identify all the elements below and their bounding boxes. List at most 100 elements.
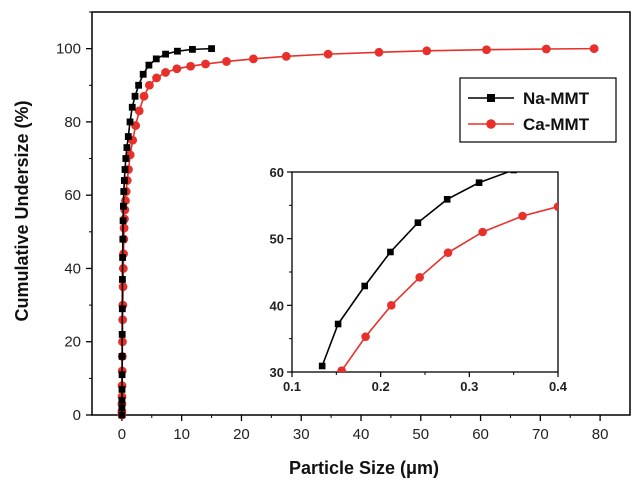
na-mmt-point <box>119 276 126 283</box>
inset-x-tick-label: 0.4 <box>549 379 568 394</box>
na-mmt-point <box>208 45 215 53</box>
na-mmt-point <box>139 70 147 78</box>
na-mmt-point <box>118 371 126 379</box>
inset-plot-group <box>318 172 558 372</box>
ca-mmt-point <box>152 73 161 83</box>
inset-x-tick-label: 0.1 <box>283 379 301 394</box>
na-mmt-point <box>120 177 128 184</box>
x-tick-label: 80 <box>592 426 609 443</box>
na-mmt-point <box>124 133 132 140</box>
ca-mmt-point <box>422 46 432 56</box>
y-tick-label: 60 <box>64 187 81 204</box>
legend-marker <box>487 94 495 102</box>
legend-label: Na-MMT <box>523 89 590 108</box>
inset-ca-mmt-point <box>415 273 424 282</box>
x-tick-label: 50 <box>412 426 429 443</box>
na-mmt-point <box>162 50 169 58</box>
inset-y-tick-label: 30 <box>270 365 284 380</box>
inset-ca-mmt-point <box>478 227 487 237</box>
inset-na-mmt-line <box>321 172 511 367</box>
ca-mmt-point <box>249 54 258 64</box>
inset-ca-mmt-point <box>387 301 396 310</box>
ca-mmt-point <box>222 57 231 66</box>
inset-na-mmt-point <box>387 248 394 256</box>
ca-mmt-point <box>482 45 491 55</box>
ca-mmt-point <box>201 59 210 69</box>
inset-na-mmt-point <box>510 172 517 174</box>
x-tick-label: 40 <box>353 426 370 443</box>
na-mmt-point <box>119 217 127 225</box>
inset-ca-mmt-point <box>518 211 527 221</box>
na-mmt-point <box>174 47 181 55</box>
inset-na-mmt-point <box>443 196 451 203</box>
x-tick-label: 10 <box>173 426 190 443</box>
inset-y-tick-label: 50 <box>270 232 284 247</box>
na-mmt-line <box>121 47 212 415</box>
legend-marker <box>486 119 496 129</box>
na-mmt-point <box>128 103 136 111</box>
x-tick-label: 20 <box>233 426 250 443</box>
ca-mmt-point <box>589 44 599 54</box>
inset-y-tick-label: 60 <box>270 165 284 180</box>
inset-ca-mmt-point <box>337 366 346 372</box>
na-mmt-point <box>118 404 126 412</box>
na-mmt-point <box>145 61 153 69</box>
na-mmt-point <box>118 331 126 338</box>
na-mmt-point <box>131 92 139 100</box>
ca-mmt-point <box>134 106 144 116</box>
na-mmt-point <box>119 254 127 261</box>
inset-ca-mmt-point <box>553 202 558 211</box>
y-tick-label: 100 <box>56 41 81 58</box>
na-mmt-point <box>120 188 128 195</box>
inset-x-tick-label: 0.3 <box>460 379 478 394</box>
legend-label: Ca-MMT <box>523 115 590 134</box>
inset-y-tick-label: 40 <box>270 298 284 313</box>
na-mmt-point <box>135 81 143 89</box>
na-mmt-point <box>122 155 130 162</box>
ca-mmt-point <box>323 49 333 59</box>
ca-mmt-point <box>139 91 149 101</box>
y-tick-label: 40 <box>64 260 81 277</box>
x-axis-title: Particle Size (μm) <box>289 458 439 478</box>
inset-na-mmt-point <box>334 320 342 328</box>
y-axis-title: Cumulative Undersize (%) <box>12 100 32 321</box>
na-mmt-point <box>118 411 126 419</box>
y-tick-label: 80 <box>64 114 81 131</box>
na-mmt-point <box>121 166 129 173</box>
legend-box <box>459 77 617 143</box>
inset-na-mmt-point <box>361 282 369 290</box>
na-mmt-point <box>118 396 126 404</box>
x-tick-label: 30 <box>293 426 310 443</box>
inset-ca-mmt-point <box>443 248 453 257</box>
ca-mmt-point <box>186 61 196 71</box>
na-mmt-point <box>189 45 196 53</box>
inset-ca-mmt-line <box>340 205 558 372</box>
inset-na-mmt-point <box>414 219 422 226</box>
inset-na-mmt-point <box>318 362 326 370</box>
y-tick-label: 0 <box>73 407 81 424</box>
x-tick-label: 60 <box>472 426 489 443</box>
ca-mmt-point <box>541 44 551 54</box>
na-mmt-point <box>123 144 131 151</box>
ca-mmt-point <box>119 223 129 233</box>
ca-mmt-point <box>281 51 291 61</box>
ca-mmt-point <box>131 121 141 130</box>
na-mmt-point <box>118 385 126 393</box>
na-mmt-point <box>118 305 126 313</box>
x-tick-label: 0 <box>118 426 126 443</box>
ca-mmt-point <box>172 64 182 74</box>
ca-mmt-point <box>161 68 170 77</box>
x-tick-label: 70 <box>532 426 549 443</box>
inset-ca-mmt-point <box>361 332 370 341</box>
inset-na-mmt-point <box>475 179 483 186</box>
na-mmt-point <box>126 118 134 126</box>
na-mmt-point <box>152 55 160 63</box>
na-mmt-point <box>119 235 127 243</box>
ca-mmt-point <box>144 80 154 90</box>
na-mmt-point <box>119 202 127 210</box>
y-tick-label: 20 <box>64 334 81 351</box>
ca-mmt-point <box>374 47 384 57</box>
inset-x-tick-label: 0.2 <box>372 379 390 394</box>
ca-mmt-point <box>118 264 128 273</box>
